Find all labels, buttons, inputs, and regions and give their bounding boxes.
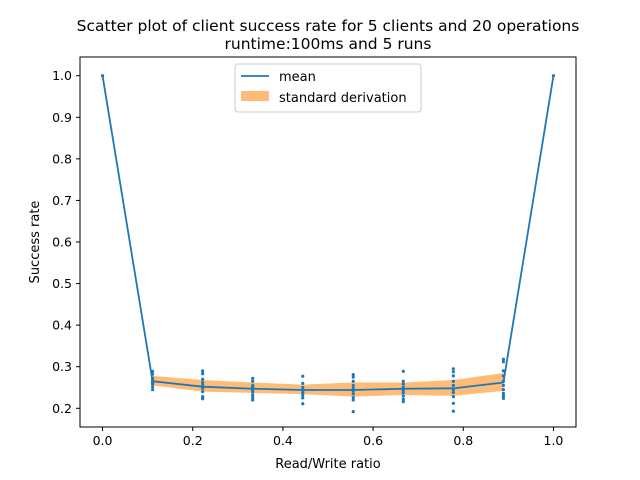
axes-frame <box>79 56 577 428</box>
legend-std-swatch <box>241 91 269 101</box>
scatter-point <box>351 389 355 393</box>
x-tick-label: 0.6 <box>363 433 383 448</box>
axis-ticks: 0.0 0.2 0.4 0.6 0.8 1.0 0.2 0.3 0.4 0.5 0.6 0.7 0.8 0… <box>52 68 563 448</box>
scatter-point <box>501 379 506 383</box>
y-tick-label: 0.7 <box>52 193 72 208</box>
scatter-point <box>501 369 506 373</box>
scatter-point <box>201 369 205 373</box>
scatter-point <box>301 393 305 397</box>
scatter-point <box>201 397 205 401</box>
scatter-point <box>251 398 255 402</box>
scatter-point <box>451 374 455 378</box>
scatter-point <box>401 400 405 404</box>
scatter-point <box>501 396 506 400</box>
scatter-point <box>451 370 455 374</box>
mean-line <box>101 75 555 391</box>
scatter-point <box>351 410 355 414</box>
x-tick-label: 0.4 <box>273 433 293 448</box>
scatter-point <box>451 409 455 413</box>
x-tick-label: 0.0 <box>93 433 113 448</box>
scatter-point <box>351 383 355 388</box>
scatter-point <box>451 395 455 399</box>
scatter-point <box>501 374 506 378</box>
scatter-point <box>351 379 355 383</box>
scatter-point <box>501 391 506 395</box>
scatter-point <box>401 385 405 390</box>
scatter-point <box>501 360 506 364</box>
x-axis-label: Read/Write ratio <box>275 457 381 472</box>
y-tick-label: 0.8 <box>52 151 72 166</box>
legend-std-label: standard derivation <box>279 91 407 106</box>
chart-title: Scatter plot of client success rate for … <box>77 17 580 35</box>
scatter-point <box>100 74 105 78</box>
scatter-point <box>301 381 305 385</box>
scatter-point <box>401 397 405 401</box>
scatter-point <box>201 377 205 381</box>
x-tick-label: 0.8 <box>453 433 473 448</box>
scatter-point <box>150 372 155 376</box>
scatter-point <box>201 383 205 388</box>
scatter-point <box>351 373 355 377</box>
scatter-point <box>251 395 255 400</box>
scatter-point <box>451 387 455 392</box>
scatter-point <box>251 379 255 383</box>
scatter-point <box>451 401 455 405</box>
scatter-point <box>401 390 405 395</box>
scatter-point <box>501 357 506 361</box>
std-band <box>152 372 504 397</box>
legend: mean standard derivation <box>234 63 422 113</box>
y-tick-label: 0.5 <box>52 276 72 291</box>
y-axis-label: Success rate <box>28 201 43 284</box>
y-tick-label: 0.9 <box>52 110 72 125</box>
scatter-point <box>401 379 405 383</box>
scatter-point <box>301 374 305 378</box>
y-tick-label: 0.3 <box>52 359 72 374</box>
scatter-point <box>301 390 305 395</box>
scatter-point <box>451 367 455 371</box>
scatter-point <box>351 395 355 400</box>
legend-mean-label: mean <box>279 70 316 85</box>
scatter-point <box>150 369 155 373</box>
legend-box <box>234 63 422 113</box>
scatter-point <box>150 387 155 392</box>
chart-subtitle: runtime:100ms and 5 runs <box>225 35 432 53</box>
x-tick-label: 0.2 <box>183 433 203 448</box>
scatter-point <box>451 379 455 383</box>
scatter-point <box>401 388 405 392</box>
scatter-point <box>401 369 405 373</box>
scatter-point <box>351 392 355 396</box>
scatter-point <box>351 386 355 390</box>
plot-area <box>100 74 556 414</box>
scatter-point <box>251 390 255 394</box>
scatter-point <box>401 394 405 398</box>
scatter-point <box>451 390 455 395</box>
scatter-point <box>351 398 355 402</box>
y-tick-label: 0.2 <box>52 401 72 416</box>
scatter-point <box>201 380 205 385</box>
scatter-point <box>251 392 255 397</box>
scatter-point <box>451 383 455 388</box>
scatter-point <box>301 387 305 392</box>
scatter-point <box>150 382 155 386</box>
scatter-point <box>201 386 205 390</box>
scatter-point <box>501 383 506 388</box>
scatter-point <box>201 372 205 376</box>
scatter-point <box>301 402 305 406</box>
y-tick-label: 1.0 <box>52 68 72 83</box>
scatter-point <box>551 74 556 78</box>
x-tick-label: 1.0 <box>544 433 564 448</box>
scatter-point <box>351 375 355 379</box>
scatter-point <box>301 396 305 400</box>
scatter-point <box>401 382 405 386</box>
scatter-point <box>251 376 255 380</box>
scatter-point <box>201 390 205 394</box>
y-tick-label: 0.4 <box>52 318 72 333</box>
scatter-point <box>501 387 506 392</box>
scatter-point <box>501 394 506 398</box>
y-tick-label: 0.6 <box>52 235 72 250</box>
scatter-point <box>150 385 155 389</box>
scatter-point <box>150 376 155 380</box>
